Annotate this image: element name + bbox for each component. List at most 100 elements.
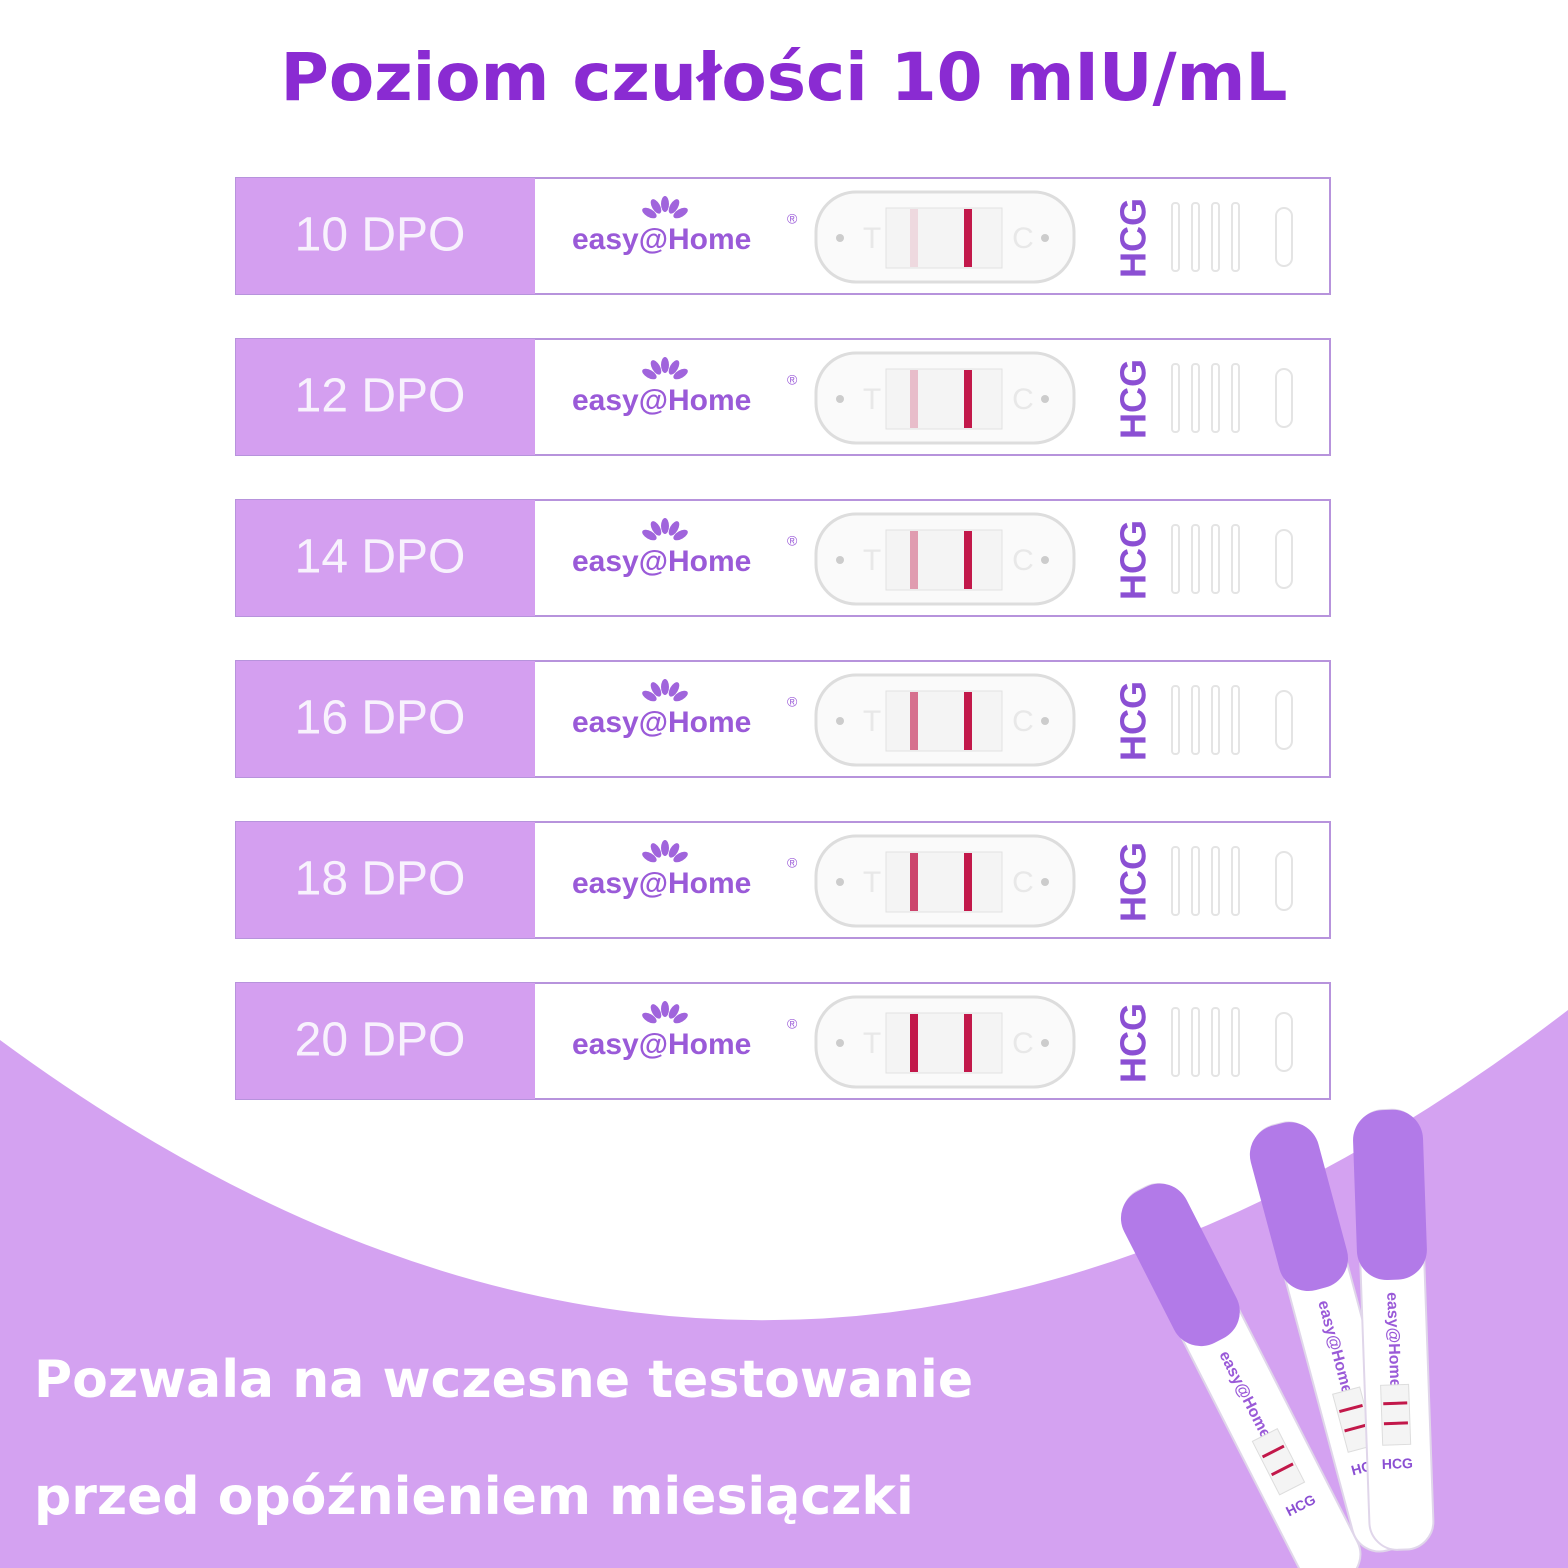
strip: 14 DPO easy@Home ® T C HCG [235,499,1331,617]
slot [1275,368,1293,428]
label-panel [236,983,535,1099]
strip: 12 DPO easy@Home ® T C HCG [235,338,1331,456]
logo-petal [673,851,688,863]
logo-petal [668,682,680,697]
grip-ridge [1191,846,1200,916]
result-window [885,851,1003,913]
slot [1275,851,1293,911]
logo-petal [642,529,657,541]
logo-petal [661,679,669,695]
strip: 10 DPO easy@Home ® T C HCG [235,177,1331,295]
test-line [910,853,918,911]
label-panel [236,178,535,294]
strip: 16 DPO easy@Home ® T C HCG [235,660,1331,778]
hcg-label: HCG [1113,842,1154,922]
grip-ridge [1231,685,1240,755]
logo-petal [642,851,657,863]
well [836,1039,844,1047]
pen-window [1251,1427,1306,1496]
control-line [964,853,972,911]
pen-line [1270,1462,1294,1477]
well [1041,878,1049,886]
registered: ® [787,533,798,549]
result-window [885,529,1003,591]
grip-ridge [1171,846,1180,916]
pen-line [1383,1401,1408,1406]
label-panel [236,500,535,616]
slot [1275,529,1293,589]
grip-ridge [1231,846,1240,916]
test-mark: T [863,383,881,416]
logo-petal [661,518,669,534]
logo-petal [650,360,662,375]
grip-ridge [1171,1007,1180,1077]
logo-petal [642,207,657,219]
logo-petal [661,840,669,856]
test-line [910,209,918,267]
grip-ridge [1191,202,1200,272]
grip-ridge [1231,202,1240,272]
test-mark: T [863,866,881,899]
logo-petal [650,199,662,214]
dpo-label: 20 DPO [295,1014,466,1067]
grip-ridge [1211,1007,1220,1077]
grip-ridge [1211,685,1220,755]
logo-petal [668,1004,680,1019]
result-window [885,1012,1003,1074]
pen-cap [1120,1183,1240,1347]
slot [1275,690,1293,750]
control-line [964,209,972,267]
logo-petal [673,207,688,219]
test-mark: T [863,1027,881,1060]
logo-petal [661,196,669,212]
registered: ® [787,1016,798,1032]
hcg-label: HCG [1113,520,1154,600]
registered: ® [787,855,798,871]
registered: ® [787,372,798,388]
title: Poziom czułości 10 mIU/mL [281,39,1288,116]
grip-ridge [1231,1007,1240,1077]
pen-line [1338,1403,1363,1414]
grip-ridge [1191,1007,1200,1077]
pen-window [1380,1383,1412,1446]
grip-ridge [1211,846,1220,916]
well [836,556,844,564]
hcg-label: HCG [1113,359,1154,439]
result-window [885,207,1003,269]
logo-petal [661,1001,669,1017]
well [836,395,844,403]
footer-line: Pozwala na wczesne testowanie [34,1350,973,1410]
hcg-label: HCG [1113,198,1154,278]
logo-petal [673,529,688,541]
registered: ® [787,694,798,710]
grip-ridge [1211,202,1220,272]
brand: easy@Home [572,545,751,578]
brand: easy@Home [572,1028,751,1061]
grip-ridge [1191,524,1200,594]
control-line [964,1014,972,1072]
grip-ridge [1211,524,1220,594]
grip-ridge [1231,524,1240,594]
logo-petal [668,199,680,214]
control-mark: C [1012,222,1034,255]
slot [1275,207,1293,267]
test-line [910,1014,918,1072]
test-line [910,692,918,750]
strips: 10 DPO easy@Home ® T C HCG 12 DPO easy@Home ® T C H… [235,177,1331,1100]
pen-line [1344,1423,1369,1433]
grip-ridge [1211,363,1220,433]
grip-ridge [1171,524,1180,594]
control-line [964,531,972,589]
control-line [964,692,972,750]
purple-backdrop [0,1010,1568,1568]
brand: easy@Home [572,223,751,256]
pen: easy@Home HCG [1353,1108,1435,1551]
logo-petal [642,1012,657,1024]
label-panel [236,339,535,455]
control-mark: C [1012,866,1034,899]
registered: ® [787,211,798,227]
pen-cap [1353,1109,1427,1281]
